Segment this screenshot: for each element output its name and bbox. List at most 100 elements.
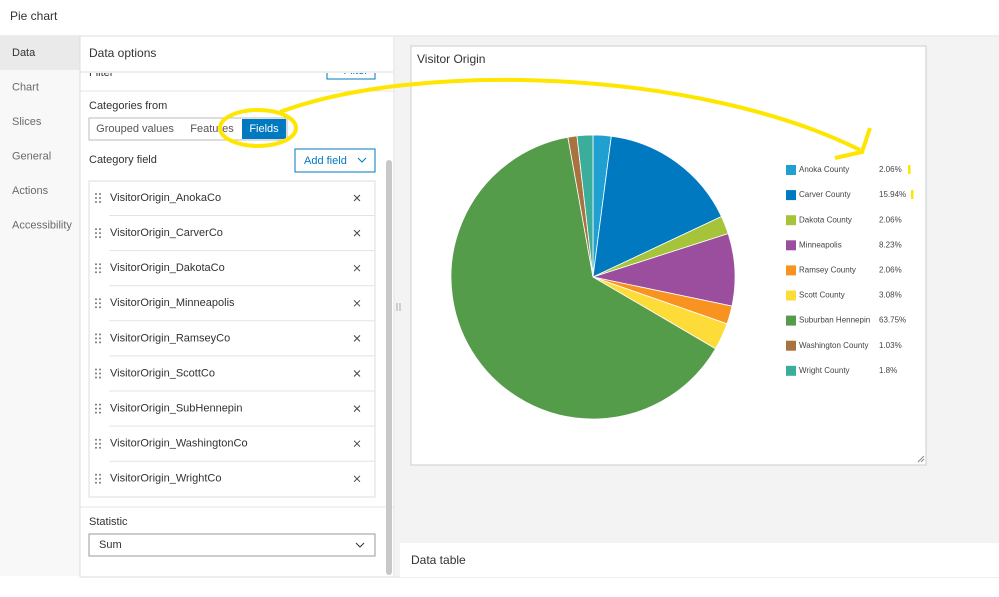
- pie-slice: [576, 134, 594, 278]
- drag-handle: [95, 403, 97, 406]
- sidebar-tab[interactable]: Chart: [12, 81, 39, 93]
- legend-label: Scott County: [799, 291, 845, 300]
- splitter-handle: [396, 303, 401, 311]
- drag-handle: [99, 403, 101, 406]
- drag-handle: [99, 232, 101, 235]
- drag-handle: [95, 306, 97, 309]
- segment[interactable]: Features: [190, 123, 234, 135]
- drag-handle: [99, 236, 101, 239]
- remove-icon[interactable]: [353, 194, 361, 202]
- legend-label: Suburban Hennepin: [799, 316, 870, 325]
- statistic-label: Statistic: [89, 516, 128, 528]
- sidebar-tab[interactable]: Slices: [12, 116, 42, 128]
- segmented-control: [88, 117, 288, 141]
- drag-handle: [95, 298, 97, 301]
- legend-label: Washington County: [799, 341, 869, 350]
- sidebar: [0, 36, 80, 576]
- drag-handle: [99, 341, 101, 344]
- data-table-title: Data table: [411, 553, 466, 567]
- segment[interactable]: Fields: [249, 123, 279, 135]
- categories-from-label: Categories from: [89, 100, 167, 112]
- drag-handle: [95, 341, 97, 344]
- sidebar-tab[interactable]: Actions: [12, 185, 49, 197]
- legend-label: Carver County: [799, 190, 851, 199]
- drag-handle: [95, 442, 97, 445]
- drag-handle: [95, 481, 97, 484]
- remove-icon[interactable]: [353, 264, 361, 272]
- legend-value: 2.06%: [879, 165, 902, 174]
- remove-icon[interactable]: [353, 440, 361, 448]
- remove-icon[interactable]: [353, 229, 361, 237]
- legend-swatch: [786, 190, 796, 201]
- sidebar-tab[interactable]: General: [12, 150, 51, 162]
- field-name: VisitorOrigin_CarverCo: [110, 227, 223, 239]
- remove-icon[interactable]: [353, 405, 361, 412]
- legend-label: Minneapolis: [799, 240, 842, 249]
- panel-title: Data options: [89, 46, 156, 60]
- add-field-button[interactable]: [294, 148, 376, 173]
- legend-label: Dakota County: [799, 215, 852, 224]
- highlight-ellipse: [218, 108, 298, 148]
- drag-handle: [99, 263, 101, 266]
- legend-label: Wright County: [799, 366, 850, 375]
- chevron: [357, 157, 367, 163]
- drag-handle: [99, 368, 101, 371]
- segment[interactable]: Grouped values: [96, 123, 174, 135]
- legend-value: 2.06%: [879, 215, 902, 224]
- drag-handle: [95, 473, 97, 476]
- drag-handle: [99, 193, 101, 195]
- remove-icon[interactable]: [353, 299, 361, 307]
- drag-handle: [95, 372, 97, 375]
- drag-handle: [99, 298, 101, 301]
- filter-button[interactable]: [326, 61, 376, 80]
- drag-handle: [99, 473, 101, 476]
- legend-value: 63.75%: [879, 316, 906, 325]
- drag-handle: [99, 306, 101, 309]
- drag-handle: [95, 411, 97, 414]
- drag-handle: [95, 232, 97, 235]
- drag-handle: [99, 337, 101, 340]
- remove-icon[interactable]: [353, 370, 361, 377]
- pie-slice: [450, 136, 717, 420]
- legend-swatch: [786, 315, 796, 326]
- remove-icon[interactable]: [353, 335, 361, 342]
- statistic-value: Sum: [99, 539, 122, 551]
- drag-handle: [99, 228, 101, 231]
- drag-handle: [99, 407, 101, 410]
- field-name: VisitorOrigin_ScottCo: [110, 367, 215, 379]
- field-name: VisitorOrigin_Minneapolis: [110, 297, 235, 309]
- legend-swatch: [786, 290, 796, 301]
- drag-handle: [95, 267, 97, 270]
- segment-selected: [242, 119, 286, 139]
- legend-value: 1.8%: [879, 366, 897, 375]
- resize-handle: [917, 455, 925, 463]
- drag-handle: [99, 446, 101, 449]
- drag-handle: [95, 197, 97, 199]
- field-list: [88, 180, 376, 498]
- statistic-select[interactable]: [88, 533, 376, 557]
- legend-value: 2.06%: [879, 266, 902, 275]
- sidebar-tab[interactable]: Accessibility: [12, 219, 72, 231]
- field-name: VisitorOrigin_SubHennepin: [110, 403, 243, 415]
- drag-handle: [95, 376, 97, 379]
- drag-handle: [99, 442, 101, 445]
- remove-icon[interactable]: [353, 475, 361, 483]
- drag-handle: [95, 337, 97, 340]
- chevron: [355, 542, 365, 548]
- add-field-label: Add field: [304, 155, 347, 167]
- legend-value: 3.08%: [879, 291, 902, 300]
- drag-handle: [95, 263, 97, 266]
- sidebar-tab[interactable]: Data: [12, 47, 36, 59]
- data-table-bar: [400, 543, 999, 577]
- legend-swatch: [786, 365, 796, 376]
- drag-handle: [99, 477, 101, 480]
- drag-handle: [95, 477, 97, 480]
- drag-handle: [95, 446, 97, 449]
- scrollbar[interactable]: [386, 160, 392, 575]
- drag-handle: [99, 372, 101, 375]
- drag-handle: [95, 228, 97, 231]
- legend-value: 1.03%: [879, 341, 902, 350]
- drag-handle: [95, 302, 97, 305]
- drag-handle: [95, 407, 97, 410]
